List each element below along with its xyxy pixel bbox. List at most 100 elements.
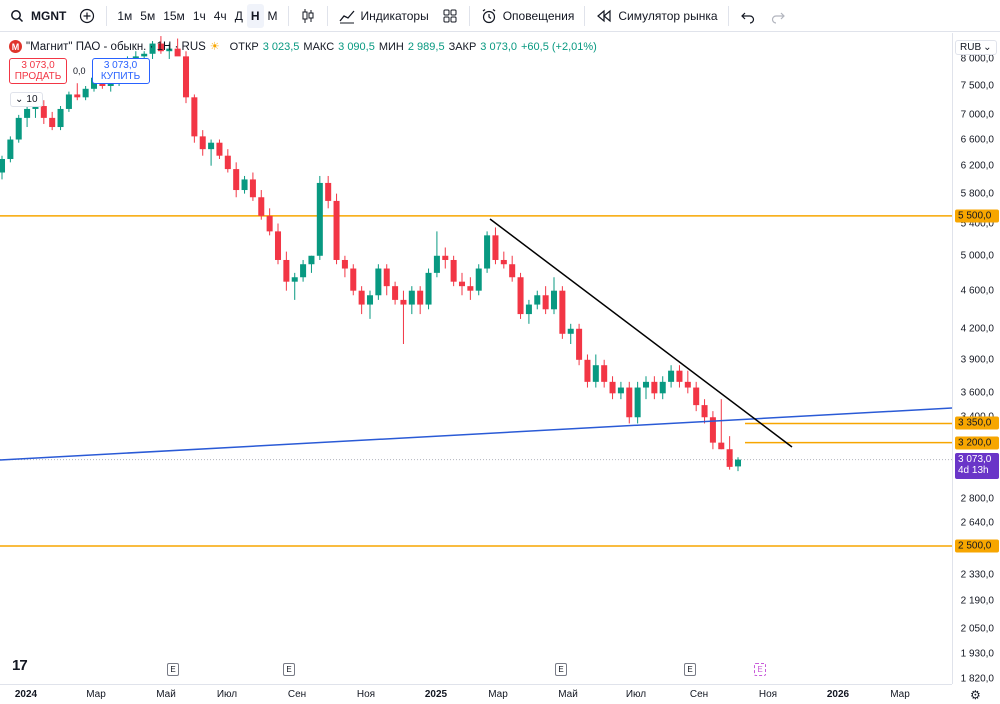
candle-body (525, 304, 532, 315)
candle-body (592, 365, 599, 382)
time-tick: 2025 (424, 689, 448, 700)
interval-3[interactable]: 1ч (192, 8, 206, 23)
quantity-stepper[interactable]: ⌄ 10 (10, 92, 43, 107)
candle-body (182, 56, 190, 98)
support-trendline (0, 407, 952, 461)
candle-body (141, 53, 148, 57)
interval-6[interactable]: Н (246, 3, 264, 28)
currency-selector[interactable]: RUB ⌄ (955, 40, 997, 55)
market-open-icon: ☀ (209, 41, 220, 53)
time-tick: Ноя (758, 689, 778, 700)
candle-body (24, 108, 31, 118)
candle-body (241, 179, 248, 191)
time-tick: Сен (689, 689, 709, 700)
time-tick: Мар (890, 689, 910, 700)
candle-body (642, 381, 650, 388)
layout-button[interactable] (435, 0, 465, 32)
indicators-icon (338, 7, 356, 25)
alarm-clock-icon (480, 7, 498, 25)
buy-button[interactable]: 3 073,0 КУПИТЬ (91, 58, 150, 84)
symbol-search[interactable]: MGNT (0, 0, 72, 32)
candle-body (65, 94, 72, 109)
candle-body (0, 159, 6, 173)
candle-body (82, 88, 89, 98)
interval-4[interactable]: 4ч (213, 8, 227, 23)
tradingview-logo: 17 (12, 657, 28, 674)
candle-body (392, 286, 399, 300)
legend-title: "Магнит" ПАО - обыкн. · 1Н · RUS (26, 40, 206, 53)
price-tick: 8 000,0 (960, 53, 994, 65)
candle-body (375, 268, 382, 296)
candle-body (576, 328, 583, 360)
undo-icon (739, 7, 757, 25)
undo-button[interactable] (733, 0, 763, 32)
buy-label: КУПИТЬ (100, 71, 141, 82)
price-tick: 2 800,0 (960, 493, 994, 505)
toolbar-divider (727, 5, 729, 26)
rewind-icon (595, 7, 613, 25)
candle-body (74, 94, 81, 98)
candle-body (191, 97, 198, 137)
alerts-button[interactable]: Оповещения (474, 0, 581, 32)
price-tick: 5 400,0 (960, 218, 994, 230)
compare-button[interactable] (72, 0, 102, 32)
upcoming-earnings-icon[interactable]: E (754, 663, 766, 676)
buy-price: 3 073,0 (103, 60, 138, 71)
price-axis[interactable]: 8 000,0 7 500,0 7 000,0 6 600,0 6 200,0 5 800… (952, 33, 1000, 684)
candle-body (701, 405, 708, 418)
redo-button[interactable] (763, 0, 793, 32)
candle-body (208, 142, 215, 150)
candle-body (408, 290, 415, 305)
replay-label: Симулятор рынка (618, 8, 718, 23)
chart-pane[interactable] (0, 33, 952, 684)
interval-1[interactable]: 5м (140, 8, 156, 23)
candle-body (509, 264, 516, 278)
interval-7[interactable]: М (267, 8, 278, 23)
candle-body (233, 169, 240, 191)
indicators-button[interactable]: Индикаторы (332, 0, 435, 32)
chart-type-button[interactable] (293, 0, 323, 32)
candle-body (40, 106, 47, 118)
earnings-icon[interactable]: E (283, 663, 295, 676)
settings-icon[interactable]: ⚙ (970, 688, 981, 702)
time-axis[interactable]: 2024 Мар Май Июл Сен Ноя 2025 Мар Май Июл Сен Ноя 20… (0, 684, 952, 704)
price-tick: 2 640,0 (960, 517, 994, 529)
time-tick: Мар (488, 689, 508, 700)
candle-body (601, 365, 608, 382)
candle-body (425, 272, 432, 305)
price-tick: 2 050,0 (960, 623, 994, 635)
earnings-icon[interactable]: E (684, 663, 696, 676)
earnings-icon[interactable]: E (555, 663, 567, 676)
sell-button[interactable]: 3 073,0 ПРОДАТЬ (9, 58, 67, 84)
legend-high-value: 3 090,5 (338, 40, 375, 53)
price-chart[interactable] (0, 33, 952, 684)
candle-body (49, 117, 56, 128)
interval-0[interactable]: 1м (117, 8, 133, 23)
level-price-label: 3 200,0 (955, 436, 999, 450)
replay-button[interactable]: Симулятор рынка (589, 0, 723, 32)
symbol-label: MGNT (31, 8, 67, 23)
candle-body (450, 259, 457, 282)
legend-low-label: МИН (378, 40, 404, 53)
plus-circle-icon (78, 7, 96, 25)
candle-body (559, 290, 566, 334)
candle-body (15, 117, 22, 140)
candle-body (157, 43, 164, 52)
interval-5[interactable]: Д (234, 8, 243, 23)
candle-body (350, 268, 357, 291)
chart-legend: М "Магнит" ПАО - обыкн. · 1Н · RUS ☀ ОТК… (9, 40, 597, 53)
candle-body (651, 381, 658, 394)
candle-body (567, 328, 574, 334)
price-tick: 1 820,0 (960, 673, 994, 685)
candle-body (383, 268, 390, 287)
candle-body (258, 197, 265, 216)
candle-body (500, 259, 507, 265)
candle-body (107, 83, 114, 86)
candle-body (274, 231, 282, 260)
sell-label: ПРОДАТЬ (14, 71, 62, 82)
earnings-icon[interactable]: E (167, 663, 179, 676)
interval-2[interactable]: 15м (163, 8, 185, 23)
candle-body (492, 235, 499, 260)
candle-body (366, 295, 374, 305)
price-tick: 1 930,0 (960, 648, 994, 660)
